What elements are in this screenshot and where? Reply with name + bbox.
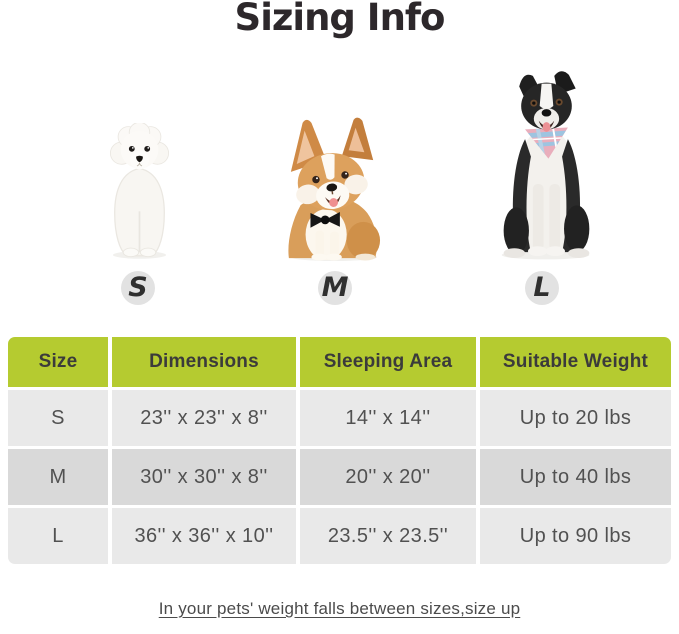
border-collie-illustration (501, 71, 590, 260)
bichon-frise-illustration (109, 123, 170, 259)
cell-sleeping-area-m: 20'' x 20'' (300, 449, 476, 505)
cell-sleeping-area-s: 14'' x 14'' (300, 390, 476, 446)
size-badge-m: M (318, 271, 352, 305)
column-header-suitable-weight: Suitable Weight (480, 337, 671, 387)
corgi-illustration (288, 117, 381, 262)
column-header-dimensions: Dimensions (112, 337, 296, 387)
cell-dimensions-m: 30'' x 30'' x 8'' (112, 449, 296, 505)
cell-weight-l: Up to 90 lbs (480, 508, 671, 564)
column-header-sleeping-area: Sleeping Area (300, 337, 476, 387)
cell-size-m: M (8, 449, 108, 505)
size-badge-l: L (525, 271, 559, 305)
cell-dimensions-l: 36'' x 36'' x 10'' (112, 508, 296, 564)
size-badge-m-label: M (321, 271, 349, 303)
footnote-text: In your pets' weight falls between sizes… (158, 599, 521, 618)
cell-sleeping-area-l: 23.5'' x 23.5'' (300, 508, 476, 564)
footnote: In your pets' weight falls between sizes… (0, 599, 679, 619)
large-dog-photo-border-collie (490, 67, 602, 260)
cell-weight-m: Up to 40 lbs (480, 449, 671, 505)
size-badge-s-label: S (128, 271, 148, 303)
cell-dimensions-s: 23'' x 23'' x 8'' (112, 390, 296, 446)
page-title: Sizing Info (234, 0, 446, 39)
sizing-table: Size Dimensions Sleeping Area Suitable W… (8, 337, 671, 564)
cell-size-s: S (8, 390, 108, 446)
cell-size-l: L (8, 508, 108, 564)
size-badge-s: S (121, 271, 155, 305)
cell-weight-s: Up to 20 lbs (480, 390, 671, 446)
column-header-size: Size (8, 337, 108, 387)
medium-dog-photo-corgi (269, 115, 397, 262)
size-badge-l-label: L (533, 271, 551, 303)
small-dog-photo-bichon-frise (101, 123, 178, 262)
